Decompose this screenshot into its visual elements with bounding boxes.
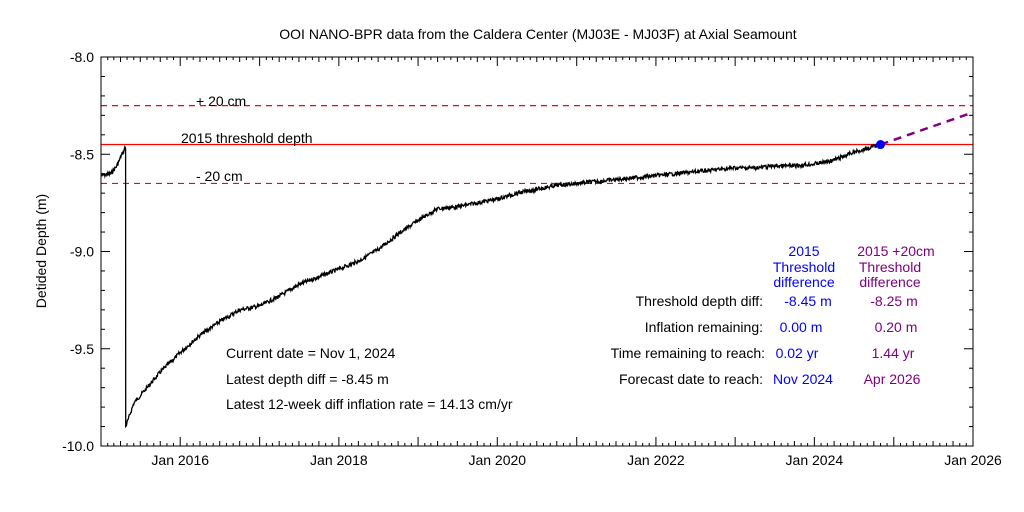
plot-frame [100,56,974,447]
row-forecast-v1: Nov 2024 [773,371,833,387]
row-time-v1: 0.02 yr [776,345,819,361]
x-tick-label-5: Jan 2026 [944,452,1002,468]
row-threshold-v2: -8.25 m [870,293,917,309]
x-tick-label-4: Jan 2024 [786,452,844,468]
minus-20cm-label: - 20 cm [196,168,243,184]
x-tick-label-2: Jan 2020 [468,452,526,468]
series-line-0 [100,143,882,429]
col1-header-line3: difference [773,274,834,290]
col2-header-line2: Threshold [859,259,921,275]
forecast-line-1 [880,111,973,146]
reference-lines [101,105,973,185]
row-inflation-v2: 0.20 m [875,319,918,335]
x-tick-label-3: Jan 2022 [627,452,685,468]
y-tick-label-2: -9.0 [70,244,94,260]
current-depth-marker-0 [876,140,886,150]
x-tick-label-1: Jan 2018 [310,452,368,468]
threshold-table: 2015 Threshold difference 2015 +20cm Thr… [611,243,935,387]
row-time-label: Time remaining to reach: [611,345,765,361]
row-threshold-v1: -8.45 m [784,293,831,309]
y-tick-label-0: -8.0 [70,49,94,65]
y-tick-label-3: -9.5 [70,341,94,357]
y-tick-label-4: -10.0 [62,438,94,454]
row-time-v2: 1.44 yr [872,345,915,361]
col2-header-line1: 2015 +20cm [857,243,934,259]
current-date-text: Current date = Nov 1, 2024 [226,345,395,361]
row-inflation-v1: 0.00 m [780,319,823,335]
markers [876,140,886,150]
row-inflation-label: Inflation remaining: [645,319,763,335]
inflation-rate-text: Latest 12-week diff inflation rate = 14.… [226,396,513,412]
chart-title: OOI NANO-BPR data from the Caldera Cente… [279,26,797,42]
y-axis-label: Detided Depth (m) [33,194,49,308]
threshold-depth-label: 2015 threshold depth [181,130,313,146]
x-tick-label-0: Jan 2016 [151,452,209,468]
col1-header-line2: Threshold [773,259,835,275]
row-threshold-label: Threshold depth diff: [636,293,763,309]
plus-20cm-label: + 20 cm [196,93,246,109]
y-tick-label-1: -8.5 [70,146,94,162]
axis-ticks: Jan 2016 Jan 2018 Jan 2020 Jan 2022 Jan 2024… [62,49,1002,468]
latest-depth-text: Latest depth diff = -8.45 m [226,371,389,387]
col1-header-line1: 2015 [788,243,819,259]
row-forecast-v2: Apr 2026 [864,371,921,387]
data-series [100,111,973,429]
col2-header-line3: difference [859,274,920,290]
row-forecast-label: Forecast date to reach: [619,371,763,387]
